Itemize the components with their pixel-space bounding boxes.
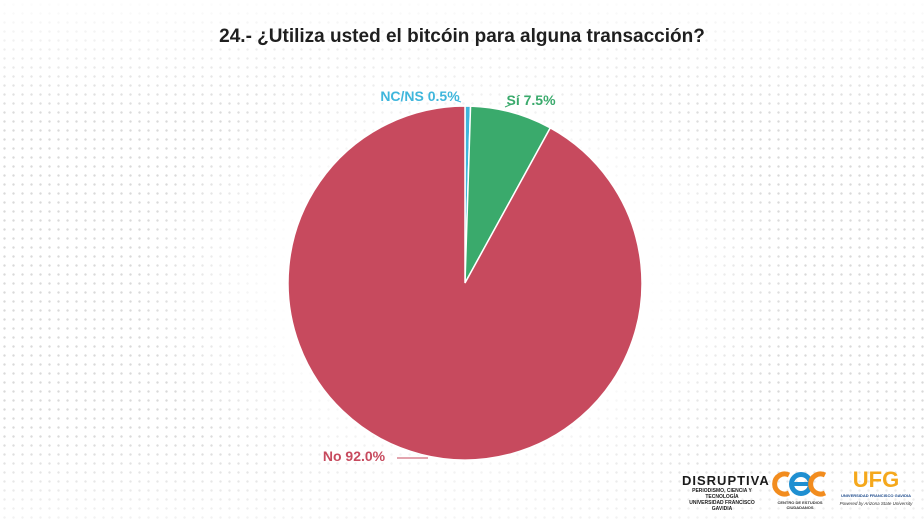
cec-logo-caption: CENTRO DE ESTUDIOS CIUDADANOS — [777, 500, 823, 510]
cec-logo-icon — [772, 471, 827, 497]
disruptiva-logo-name: DISRUPTIVA — [682, 473, 770, 488]
slice-label-nc-ns: NC/NS 0.5% — [380, 88, 460, 104]
cec-logo: CENTRO DE ESTUDIOS CIUDADANOS — [768, 467, 832, 513]
leader-line-nc-ns — [454, 99, 462, 103]
ufg-logo-name: UFG — [852, 467, 900, 492]
disruptiva-logo-sub1: PERIODISMO, CIENCIA Y TECNOLOGÍA — [692, 488, 752, 500]
slice-label-no: No 92.0% — [323, 448, 386, 464]
footer-logos: DISRUPTIVA PERIODISMO, CIENCIA Y TECNOLO… — [682, 467, 914, 513]
disruptiva-logo: DISRUPTIVA PERIODISMO, CIENCIA Y TECNOLO… — [682, 473, 770, 512]
ufg-logo-sub2: Powered by Arizona State University — [839, 501, 913, 506]
chart-title: 24.- ¿Utiliza usted el bitcóin para algu… — [219, 26, 705, 47]
disruptiva-logo-sub2: UNIVERSIDAD FRANCISCO GAVIDIA — [689, 500, 755, 512]
slice-label-s-: Sí 7.5% — [506, 92, 556, 108]
pie-slice-no — [287, 105, 643, 461]
ufg-logo-sub1: UNIVERSIDAD FRANCISCO GAVIDIA — [841, 493, 911, 498]
ufg-logo: UFG UNIVERSIDAD FRANCISCO GAVIDIA Powere… — [838, 467, 914, 513]
leader-line-s- — [504, 103, 513, 108]
